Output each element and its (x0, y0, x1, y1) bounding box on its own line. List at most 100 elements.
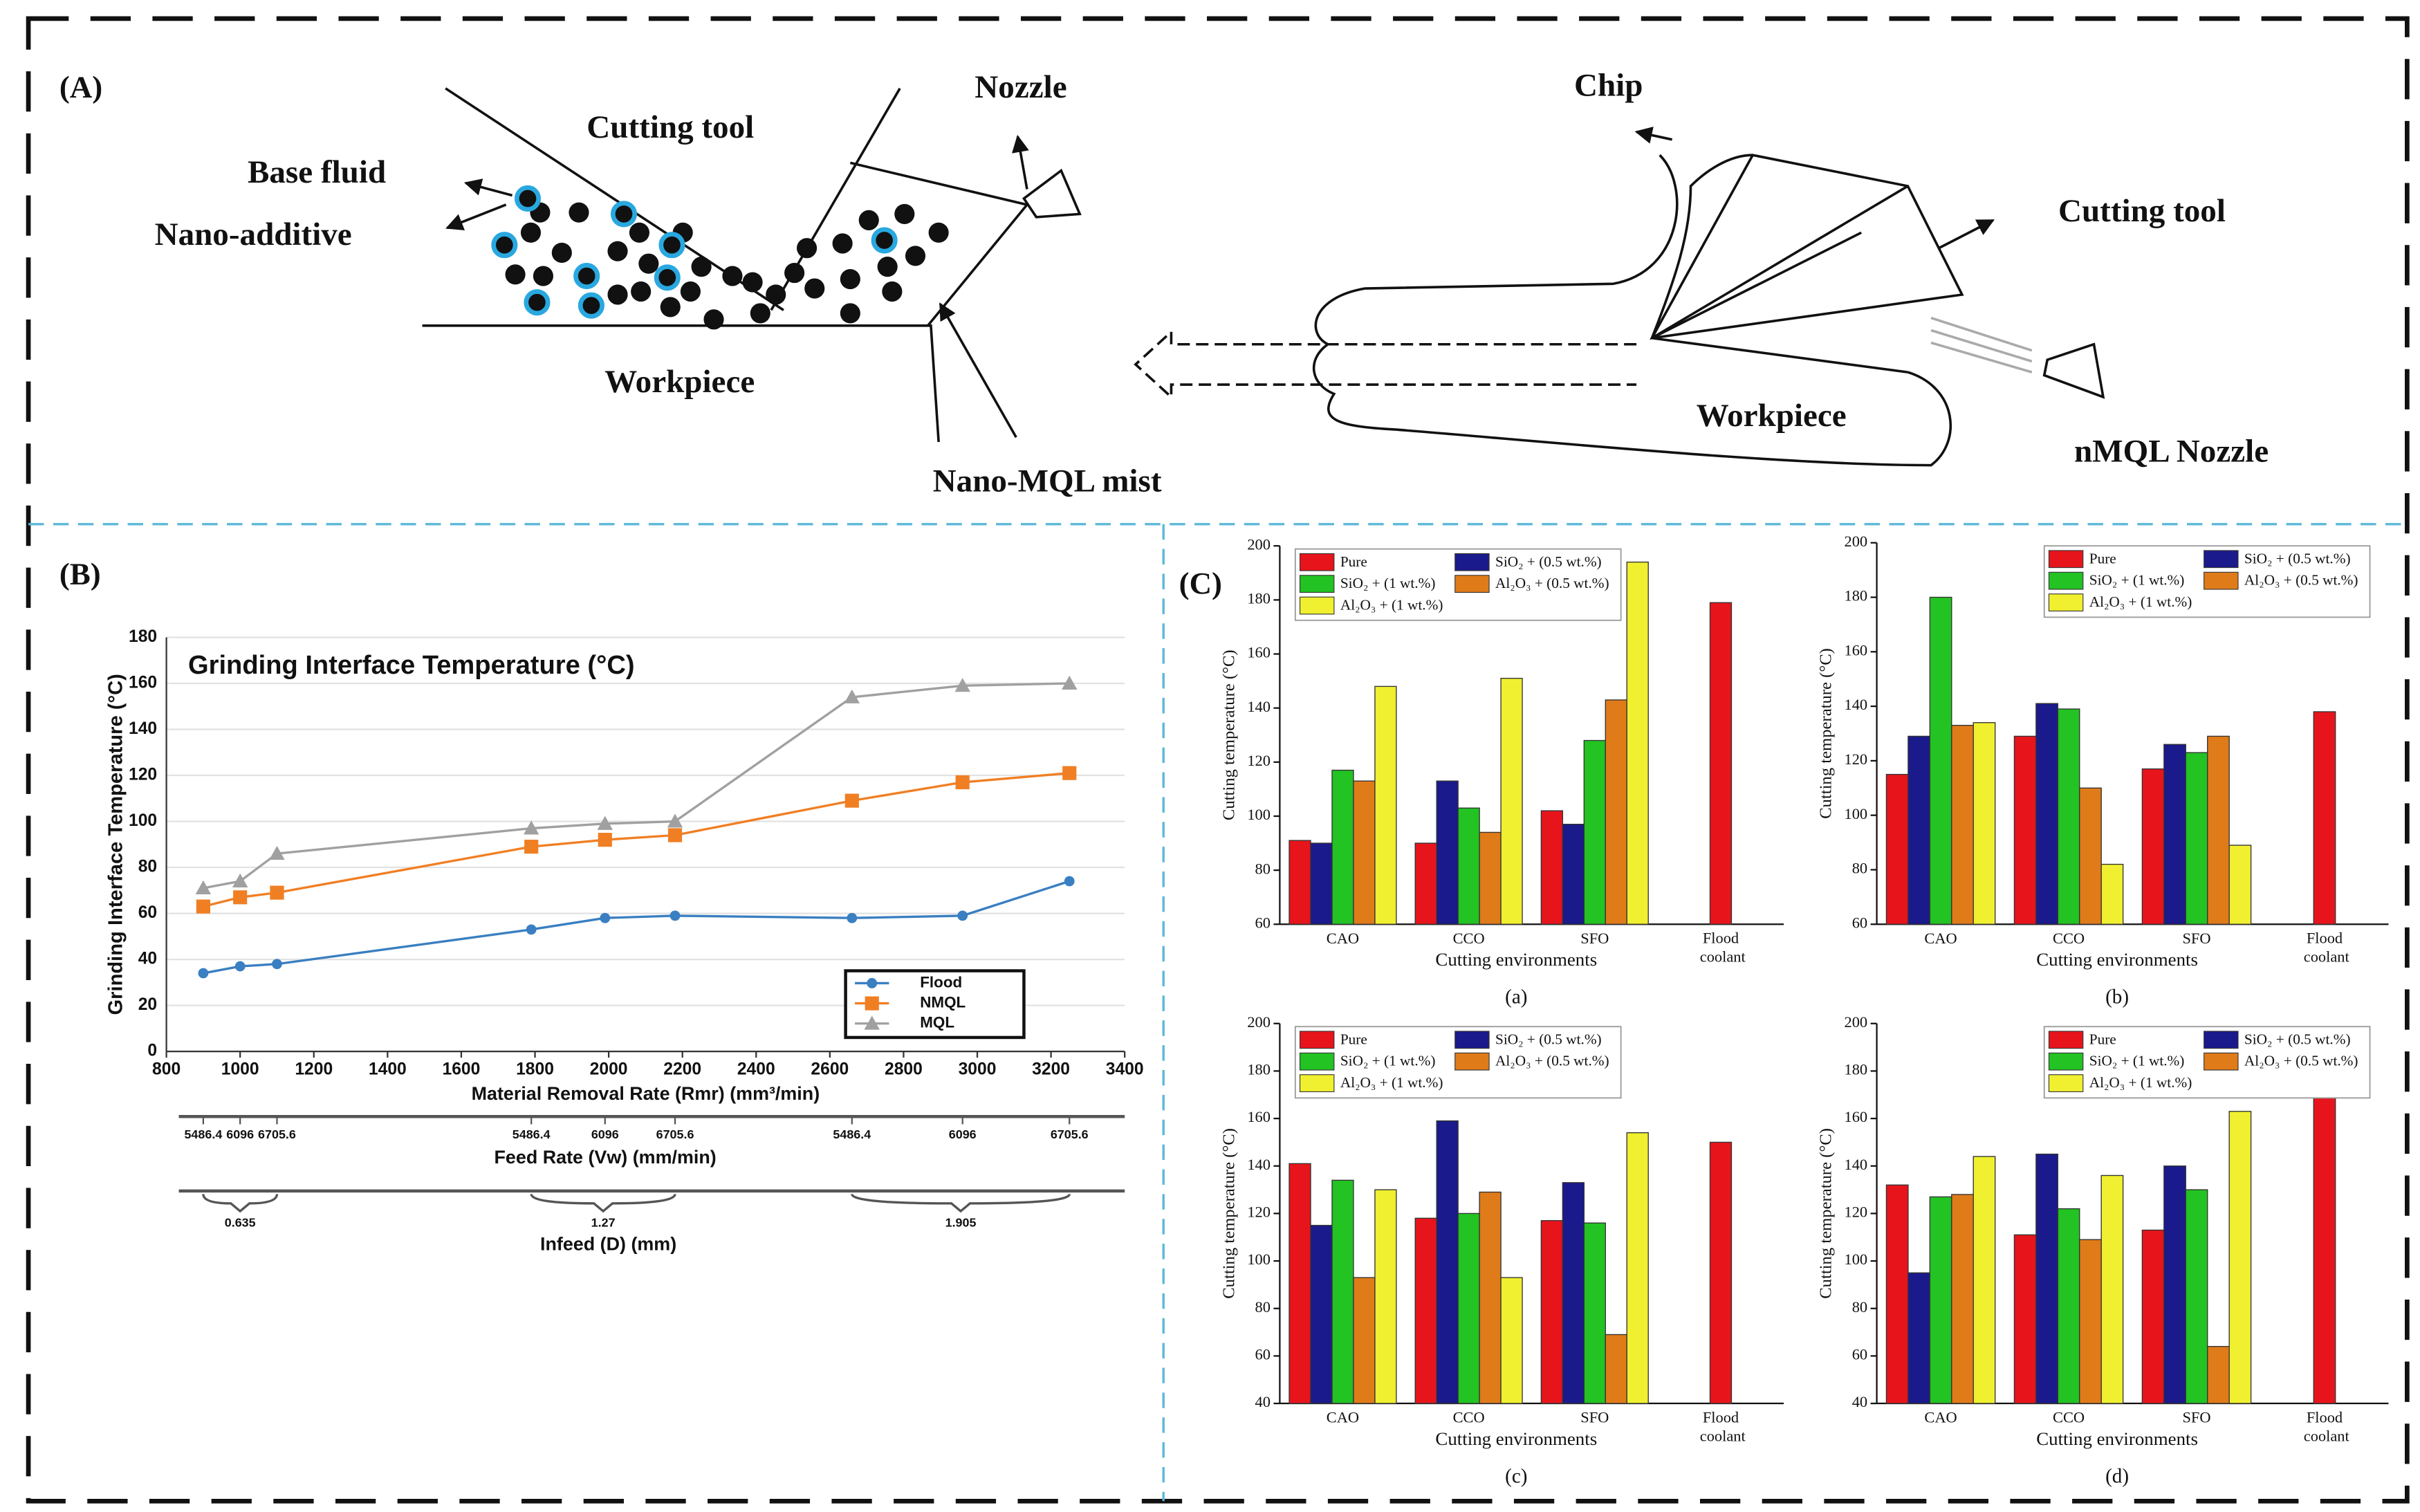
marker (844, 793, 859, 808)
mist (1930, 316, 2033, 352)
bar (2079, 787, 2102, 925)
y-tick-label: 60 (138, 903, 157, 922)
y-tick-label: 60 (1852, 914, 1867, 931)
x-axis-label: Material Removal Rate (Rmr) (mm³/min) (472, 1083, 820, 1104)
x-tick-label: 1600 (443, 1060, 481, 1079)
marker (597, 815, 613, 830)
bar (2057, 708, 2080, 925)
x-tick-label: SFO (2182, 1409, 2210, 1426)
y-tick-label: 20 (138, 995, 157, 1014)
infeed-brace (851, 1193, 1071, 1213)
marker (1062, 766, 1077, 780)
tool (1650, 154, 1964, 340)
x-tick-label: 2600 (811, 1060, 849, 1079)
infeed-tick-label: 1.905 (945, 1216, 977, 1230)
bar (1908, 1272, 1931, 1404)
particle (505, 264, 526, 285)
legend-swatch (1454, 553, 1490, 571)
legend-label: SiO₂ + (0.5 wt.%) (1495, 1031, 1602, 1047)
particles (491, 185, 949, 330)
x-tick-label: 1000 (221, 1060, 259, 1079)
bar (1908, 735, 1931, 925)
x-tick-label: CCO (2053, 1409, 2085, 1426)
x-tick-label: 3000 (959, 1060, 997, 1079)
particle (840, 303, 860, 324)
nano-particle (491, 232, 518, 259)
bar (2013, 1234, 2037, 1404)
y-tick-label: 140 (1845, 1156, 1868, 1173)
marker (667, 813, 683, 828)
y-tick-label: 60 (1852, 1346, 1867, 1363)
legend-label: Pure (2089, 550, 2116, 566)
bar (1605, 699, 1627, 925)
legend-swatch (2204, 1031, 2239, 1049)
bar (1288, 1163, 1311, 1404)
legend-swatch (1299, 575, 1335, 593)
legend-swatch (2048, 1031, 2084, 1049)
legend-label: SiO₂ + (0.5 wt.%) (2244, 1031, 2351, 1047)
particle (796, 238, 818, 259)
bar (2228, 1111, 2252, 1404)
x-tick-label: Flood coolant (2300, 930, 2349, 966)
y-tick-label: 160 (1845, 641, 1868, 658)
marker (957, 910, 968, 921)
bar-chart: 40 60 80 100 120 140 160 180 200 CAO CCO SFO Flood c… (1219, 1013, 1784, 1487)
nano-particle (871, 227, 898, 254)
particle (928, 222, 949, 243)
y-tick-label: 40 (1852, 1393, 1867, 1410)
bar (2185, 1189, 2208, 1404)
legend-swatch (1299, 1031, 1335, 1049)
feed-tick-label: 6705.6 (258, 1127, 296, 1141)
marker (954, 678, 970, 692)
y-tick-label: 80 (1255, 860, 1271, 877)
legend-swatch (2048, 571, 2084, 590)
legend-label: MQL (920, 1014, 954, 1031)
chip (1650, 154, 1753, 339)
chart-title: Grinding Interface Temperature (°C) (188, 651, 635, 680)
diagram-label: Nano-additive (155, 216, 352, 252)
particle (703, 309, 724, 330)
x-tick-label: CAO (1327, 1409, 1359, 1426)
y-tick-label: 120 (1247, 1204, 1271, 1221)
x-tick-label: 1800 (516, 1060, 554, 1079)
x-tick-label: SFO (2182, 930, 2210, 947)
bar (1929, 596, 1952, 925)
bar (1353, 780, 1376, 925)
y-tick-label: 80 (1852, 1298, 1867, 1316)
x-tick-label: 3400 (1106, 1060, 1144, 1079)
particle (894, 203, 915, 224)
marker (233, 890, 248, 905)
legend-label: Al₂O₃ + (0.5 wt.%) (1495, 1053, 1609, 1069)
bar (1709, 602, 1733, 925)
particle (804, 278, 825, 299)
bar (2100, 1174, 2124, 1404)
y-tick-label: 160 (1845, 1108, 1868, 1125)
marker (1062, 675, 1078, 690)
bar (1479, 831, 1502, 925)
bar (1457, 807, 1480, 925)
bar (1540, 810, 1564, 925)
marker (669, 910, 681, 921)
bar (1973, 722, 1996, 925)
bar (2228, 845, 2252, 925)
y-axis-label: Cutting temperature (°C) (1219, 1128, 1238, 1299)
x-tick-label: 1400 (369, 1060, 407, 1079)
bar (2100, 863, 2124, 925)
x-tick-label: Flood coolant (1696, 930, 1746, 966)
arrow (1634, 127, 1673, 144)
chip-flow-arrow (1134, 329, 1637, 400)
y-tick-label: 180 (1845, 587, 1868, 605)
x-tick-label: 2400 (737, 1060, 775, 1079)
y-axis-label: Cutting temperature (°C) (1219, 649, 1238, 820)
marker (524, 840, 539, 854)
particle (840, 268, 860, 290)
bar (2207, 735, 2230, 925)
bar (1540, 1220, 1564, 1404)
bar-chart: 60 80 100 120 140 160 180 200 CAO CCO SFO Flood coo… (1816, 533, 2389, 1008)
legend-label: Al₂O₃ + (0.5 wt.%) (2244, 572, 2358, 589)
bar (1562, 1182, 1585, 1404)
diagram-label: Base fluid (248, 154, 386, 190)
legend-label: Al₂O₃ + (0.5 wt.%) (2244, 1053, 2358, 1069)
y-tick-label: 120 (1845, 750, 1868, 768)
diagram-label: Cutting tool (2058, 193, 2226, 229)
